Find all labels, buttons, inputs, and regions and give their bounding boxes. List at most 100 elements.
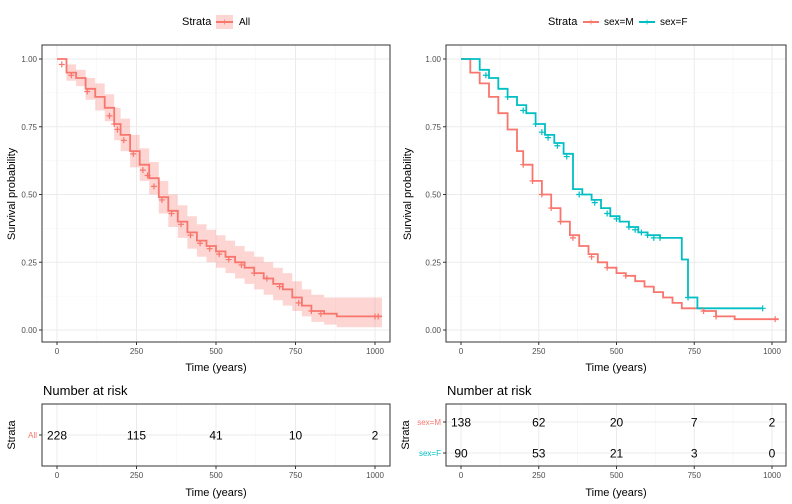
left-ylabel: Survival probability <box>6 147 18 240</box>
left-x-tick-label: 0 <box>55 347 60 356</box>
left-y-tick-label: 0.75 <box>21 123 37 132</box>
right-x-tick-label: 1000 <box>763 347 781 356</box>
right-risk-ticks: 0 250 500 750 1000 sex=M sex=F <box>417 418 781 480</box>
right-grid <box>446 45 786 342</box>
right-censor-sexm <box>548 205 555 212</box>
right-risk-row-label: sex=M <box>417 418 441 427</box>
right-censor-sexf <box>657 234 664 241</box>
right-censor-sexf <box>638 229 645 236</box>
left-censor-all <box>276 283 283 290</box>
right-curve-sexm <box>461 58 779 321</box>
right-censor-sexf <box>576 191 583 198</box>
right-risk-count: 20 <box>610 416 624 430</box>
left-risk-cells: 228 115 41 10 2 <box>47 429 379 443</box>
left-censor-all <box>238 261 245 268</box>
left-censor-all <box>158 196 165 203</box>
left-confidence-band <box>57 59 382 328</box>
right-risk-title: Number at risk <box>447 383 532 398</box>
left-y-tick-label: 0.25 <box>21 258 37 267</box>
right-risk-xlabel: Time (years) <box>585 487 646 499</box>
right-censor-sexf <box>532 121 539 128</box>
left-censor-marks <box>58 61 382 320</box>
left-risk-title: Number at risk <box>43 383 128 398</box>
left-risk-count: 10 <box>289 429 303 443</box>
right-risk-count: 7 <box>691 416 698 430</box>
right-legend-entry-female: sex=F <box>660 17 688 28</box>
right-censor-sexf <box>625 224 632 231</box>
left-censor-all <box>263 275 270 282</box>
left-censor-all <box>225 256 232 263</box>
right-x-tick-label: 0 <box>459 347 464 356</box>
right-x-tick-label: 750 <box>688 347 702 356</box>
left-legend-entry-all: All <box>239 17 250 28</box>
right-censor-sexm <box>538 191 545 198</box>
right-y-tick-label: 0.00 <box>425 326 441 335</box>
right-censor-sexm <box>520 161 527 168</box>
left-censor-all <box>178 221 185 228</box>
right-legend-key-female-mark: + <box>644 18 650 29</box>
right-censor-sexf <box>504 93 511 100</box>
right-censor-sexf <box>545 134 552 141</box>
left-survival-panel: 0 250 500 750 1000 0.00 0.25 0.50 0.75 1.00 Survi… <box>6 44 391 374</box>
left-curve-all <box>57 58 382 318</box>
right-risk-x-tick-label: 750 <box>688 471 702 480</box>
right-censor-sexm <box>713 313 720 320</box>
right-risk-count: 138 <box>451 416 471 430</box>
left-censor-all <box>68 72 75 79</box>
right-censor-sexf <box>604 210 611 217</box>
left-censor-all <box>111 121 118 128</box>
left-xlabel: Time (years) <box>185 362 246 374</box>
left-censor-all <box>114 126 121 133</box>
right-legend: Strata + sex=M + sex=F <box>548 16 688 29</box>
right-risk-x-tick-label: 500 <box>610 471 624 480</box>
right-risk-count: 3 <box>691 447 698 461</box>
left-censor-all <box>251 270 258 277</box>
left-risk-x-tick-label: 1000 <box>366 471 384 480</box>
left-legend-key-mark: + <box>222 18 228 29</box>
right-censor-sexf <box>482 72 489 79</box>
left-censor-all <box>58 61 65 68</box>
left-y-tick-label: 1.00 <box>21 55 37 64</box>
left-legend: Strata + All <box>182 15 250 29</box>
left-risk-x-tick-label: 0 <box>55 471 60 480</box>
right-risk-count: 90 <box>454 447 468 461</box>
right-censor-sexf <box>644 232 651 239</box>
left-censor-all <box>120 137 127 144</box>
left-curves <box>57 58 382 318</box>
right-ylabel: Survival probability <box>402 147 414 240</box>
right-censor-sexm <box>588 253 595 260</box>
left-censor-all <box>106 112 113 119</box>
left-censor-all <box>150 183 157 190</box>
left-censor-all <box>130 150 137 157</box>
left-y-tick-label: 0.50 <box>21 191 37 200</box>
right-censor-sexm <box>622 272 629 279</box>
left-risk-count: 2 <box>372 429 379 443</box>
right-y-tick-label: 0.75 <box>425 123 441 132</box>
left-x-tick-label: 250 <box>130 347 144 356</box>
right-censor-sexf <box>554 142 561 149</box>
left-risk-table: Number at risk 228 115 41 10 2 0 250 500 750 100… <box>6 383 391 499</box>
right-censor-sexm <box>557 218 564 225</box>
right-censor-sexf <box>613 215 620 222</box>
right-risk-count: 2 <box>769 416 776 430</box>
left-y-tick-label: 0.00 <box>21 326 37 335</box>
right-censor-sexm <box>700 308 707 315</box>
left-risk-count: 41 <box>209 429 223 443</box>
right-censor-sexf <box>591 199 598 206</box>
left-risk-ticks: 0 250 500 750 1000 All <box>28 431 384 480</box>
right-censor-sexf <box>685 294 692 301</box>
left-censor-all <box>139 167 146 174</box>
left-censor-all <box>84 88 91 95</box>
left-risk-x-tick-label: 500 <box>209 471 223 480</box>
left-axis-ticks: 0 250 500 750 1000 0.00 0.25 0.50 0.75 1.00 <box>21 55 384 356</box>
right-risk-count: 62 <box>532 416 546 430</box>
left-censor-all <box>197 240 204 247</box>
left-risk-xlabel: Time (years) <box>185 487 246 499</box>
left-risk-grid <box>42 404 390 466</box>
right-y-tick-label: 0.25 <box>425 258 441 267</box>
left-risk-count: 115 <box>127 429 146 443</box>
right-curves <box>461 58 779 321</box>
left-legend-title: Strata <box>182 16 212 28</box>
right-risk-table: Number at risk 138 62 20 7 2 90 53 21 3 0 0 250 500… <box>400 383 787 499</box>
left-censor-all <box>375 313 382 320</box>
